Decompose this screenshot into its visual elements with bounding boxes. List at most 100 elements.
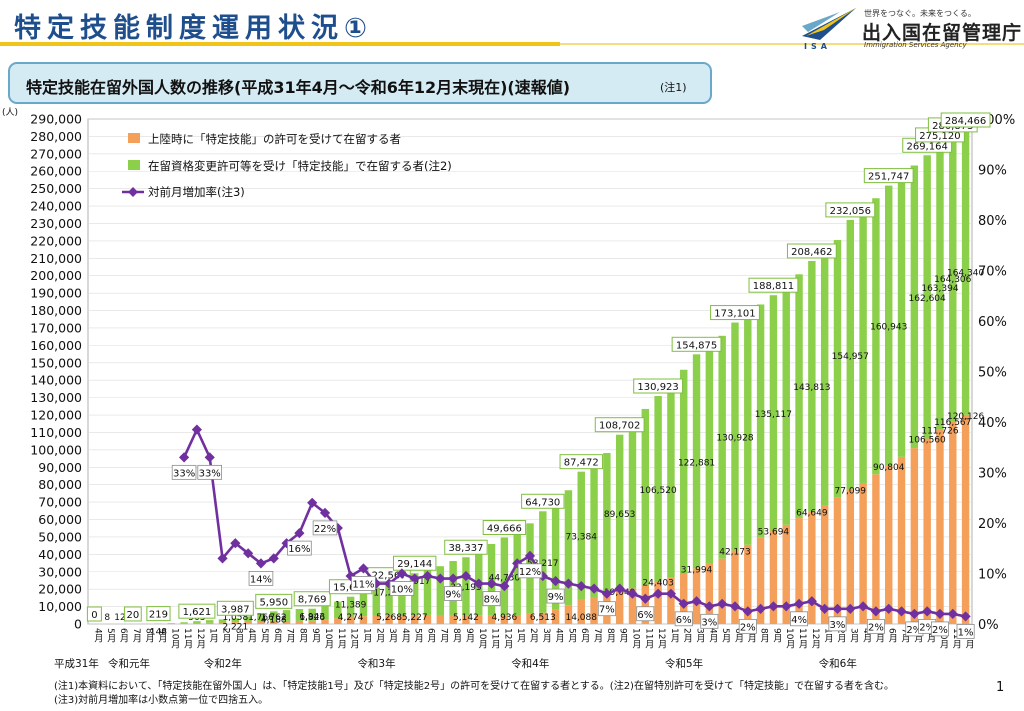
x-tick-label: 11月 — [182, 628, 193, 649]
rate-label: 2% — [919, 622, 935, 633]
subtitle-box: 特定技能在留外国人数の推移(平成31年4月～令和6年12月末現在)(速報値) (… — [8, 62, 712, 104]
growth-rate-point — [781, 601, 792, 612]
rate-label-box — [444, 586, 463, 601]
x-year-label: 令和5年 — [665, 657, 703, 670]
growth-rate-point — [819, 603, 830, 614]
bar-orange — [820, 505, 829, 624]
bar-orange — [744, 544, 752, 624]
orange-value-label: 8 — [104, 613, 110, 623]
bar-green — [577, 471, 585, 600]
logo-english-name: Immigration Services Agency — [864, 41, 967, 49]
bar-orange — [244, 621, 252, 624]
y-tick-label: 80,000 — [38, 477, 82, 492]
total-label-box — [633, 378, 684, 394]
bar-green — [218, 619, 227, 623]
bar-green — [462, 557, 470, 616]
rate-label: 2% — [906, 625, 922, 636]
orange-value-label: 53,694 — [758, 527, 790, 537]
rate-label-box — [636, 606, 655, 622]
x-tick-label: 4月 — [861, 628, 872, 644]
growth-rate-point — [499, 581, 510, 592]
y-tick-label: 140,000 — [30, 373, 82, 388]
green-value-label: 73,384 — [565, 533, 597, 543]
growth-rate-point — [255, 558, 267, 569]
green-value-label: 4,188 — [261, 615, 287, 625]
bar-green — [500, 537, 509, 616]
total-label: 8,769 — [298, 595, 327, 606]
x-tick-label: 8月 — [144, 628, 155, 644]
bar-orange — [500, 615, 509, 624]
bar-orange — [334, 618, 342, 624]
x-tick-label: 11月 — [951, 628, 962, 649]
total-label-box — [255, 593, 293, 609]
page-number: 1 — [996, 680, 1005, 695]
x-year-label: 令和3年 — [357, 657, 395, 670]
total-label: 29,144 — [397, 559, 432, 570]
x-tick-label: 3月 — [695, 628, 706, 644]
bar-green — [756, 304, 765, 538]
x-year-label: 令和2年 — [204, 657, 242, 670]
total-label: 232,056 — [830, 206, 871, 217]
bar-orange — [231, 622, 240, 624]
x-tick-label: 2月 — [835, 628, 846, 644]
total-label-box — [671, 336, 722, 352]
bar-orange — [410, 614, 419, 624]
bar-orange — [615, 590, 624, 624]
bar-green — [372, 587, 380, 616]
x-tick-label: 3月 — [541, 628, 552, 644]
y-tick-label: 100,000 — [30, 442, 82, 457]
x-tick-label: 2月 — [374, 628, 385, 644]
rate-label: 10% — [391, 585, 413, 596]
growth-rate-point — [755, 603, 766, 614]
legend-label-rate: 対前月増加率(注3) — [148, 185, 245, 199]
bar-orange — [526, 613, 534, 624]
y2-tick-label: 80% — [978, 214, 1007, 229]
growth-rate-point — [960, 611, 971, 622]
green-value-label: 164,340 — [947, 269, 984, 279]
bar-green — [385, 584, 393, 615]
bar-orange — [705, 563, 714, 624]
bar-orange — [436, 614, 445, 624]
bar-green — [859, 211, 867, 483]
rate-label: 3% — [830, 620, 846, 631]
x-tick-label: 6月 — [733, 628, 744, 644]
green-value-label: 160,943 — [870, 323, 907, 333]
bar-orange — [564, 605, 573, 624]
bar-orange — [385, 614, 393, 624]
orange-value-label: 42,173 — [719, 548, 751, 558]
total-label-box — [482, 520, 527, 536]
growth-rate-point — [806, 596, 817, 607]
bar-orange — [731, 550, 739, 624]
bar-green — [808, 260, 816, 512]
x-tick-label: 9月 — [310, 628, 321, 644]
y-tick-label: 150,000 — [30, 355, 82, 370]
rate-label: 9% — [548, 592, 564, 603]
growth-rate-point — [204, 452, 215, 463]
rate-label: 1% — [958, 627, 974, 638]
green-value-label: 135,117 — [755, 410, 792, 420]
orange-value-label: 1,058 — [222, 613, 248, 623]
x-tick-label: 7月 — [746, 628, 757, 644]
rate-label-box — [930, 621, 949, 637]
orange-value-label: 90,804 — [873, 463, 905, 473]
rate-label-box — [389, 581, 415, 596]
y-tick-label: 210,000 — [30, 251, 82, 266]
bar-green — [846, 219, 855, 490]
x-tick-label: 2月 — [221, 628, 232, 644]
rate-label: 2% — [932, 625, 948, 636]
total-label: 130,923 — [637, 382, 678, 393]
rate-label: 14% — [250, 574, 272, 585]
total-label: 219 — [149, 610, 168, 621]
growth-rate-point — [640, 593, 651, 604]
growth-rate-point — [460, 570, 472, 582]
bar-green — [667, 382, 675, 578]
y-tick-label: 120,000 — [30, 408, 82, 423]
orange-value-label: 4,936 — [491, 613, 517, 623]
bar-orange — [257, 620, 265, 624]
growth-rate-point — [896, 606, 907, 617]
bar-green — [231, 618, 240, 623]
orange-value-label: 120,126 — [947, 412, 984, 422]
total-label: 275,120 — [919, 131, 960, 142]
bar-orange — [859, 482, 867, 624]
growth-rate-point — [358, 563, 369, 574]
